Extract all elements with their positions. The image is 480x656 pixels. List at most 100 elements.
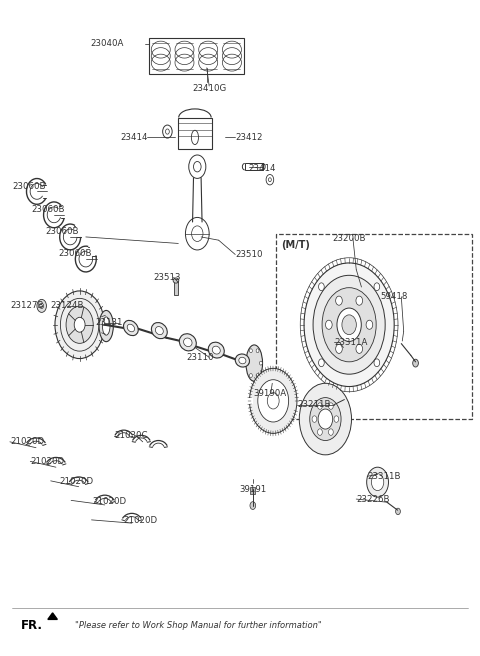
Circle shape [66, 306, 93, 343]
Circle shape [367, 467, 388, 497]
Circle shape [312, 416, 317, 422]
Circle shape [250, 373, 252, 377]
Circle shape [318, 429, 322, 436]
Text: 23211B: 23211B [297, 400, 330, 409]
Circle shape [304, 263, 394, 386]
Text: 21020D: 21020D [124, 516, 158, 525]
Ellipse shape [156, 327, 163, 335]
Text: FR.: FR. [21, 619, 43, 632]
Circle shape [185, 217, 209, 250]
Text: 21030C: 21030C [114, 431, 148, 440]
Text: 21020D: 21020D [60, 477, 94, 486]
Circle shape [55, 291, 104, 359]
Polygon shape [48, 613, 57, 619]
Text: 23226B: 23226B [356, 495, 390, 504]
Circle shape [193, 161, 201, 172]
Ellipse shape [102, 317, 110, 335]
Circle shape [336, 344, 342, 354]
Ellipse shape [246, 345, 263, 381]
Text: 39191: 39191 [239, 485, 266, 494]
Text: 39190A: 39190A [253, 388, 287, 398]
Circle shape [260, 361, 262, 365]
Text: 23510: 23510 [235, 250, 263, 259]
Ellipse shape [239, 358, 246, 364]
Circle shape [318, 403, 322, 409]
Bar [178, 117, 212, 149]
Text: 59418: 59418 [380, 293, 408, 301]
Text: 23200B: 23200B [333, 234, 366, 243]
Text: "Please refer to Work Shop Manual for further information": "Please refer to Work Shop Manual for fu… [75, 621, 322, 630]
Circle shape [336, 296, 342, 305]
Circle shape [328, 403, 333, 409]
Text: 23311B: 23311B [367, 472, 401, 481]
Text: 23127B: 23127B [10, 301, 43, 310]
Bar [251, 487, 255, 494]
Text: 23124B: 23124B [50, 301, 84, 310]
Text: 23110: 23110 [186, 353, 214, 361]
Text: 23311A: 23311A [334, 338, 367, 347]
Circle shape [250, 349, 252, 353]
Circle shape [374, 283, 380, 291]
Circle shape [322, 288, 376, 362]
Text: 23060B: 23060B [31, 205, 65, 214]
Text: 23414: 23414 [120, 133, 147, 142]
Ellipse shape [208, 342, 224, 358]
Circle shape [313, 276, 385, 374]
Circle shape [356, 296, 362, 305]
Circle shape [37, 299, 47, 312]
Text: 23410G: 23410G [192, 84, 226, 93]
Ellipse shape [180, 334, 196, 351]
Circle shape [166, 129, 169, 134]
Ellipse shape [183, 338, 192, 346]
Bar [245, 163, 263, 170]
Circle shape [318, 409, 333, 429]
Text: 21020D: 21020D [92, 497, 126, 506]
Circle shape [258, 380, 288, 422]
Circle shape [266, 174, 274, 185]
Circle shape [246, 361, 249, 365]
Text: 23060B: 23060B [12, 182, 46, 191]
Ellipse shape [173, 278, 179, 283]
Circle shape [189, 155, 206, 178]
Circle shape [310, 398, 341, 441]
Text: 23131: 23131 [96, 318, 123, 327]
Text: 23513: 23513 [154, 273, 181, 282]
Text: 23412: 23412 [235, 133, 263, 142]
Bar [276, 234, 472, 419]
Circle shape [319, 359, 324, 367]
Circle shape [356, 344, 362, 354]
Ellipse shape [235, 354, 250, 367]
Circle shape [268, 178, 271, 182]
Circle shape [267, 393, 279, 409]
Circle shape [413, 359, 419, 367]
Circle shape [337, 308, 361, 341]
Circle shape [74, 318, 85, 332]
Text: 23040A: 23040A [90, 39, 124, 49]
Bar [149, 38, 244, 74]
Ellipse shape [192, 131, 199, 144]
Text: 23414: 23414 [249, 164, 276, 173]
Ellipse shape [127, 324, 134, 332]
Circle shape [325, 320, 332, 329]
Ellipse shape [151, 323, 167, 338]
Circle shape [342, 315, 356, 335]
Circle shape [366, 320, 373, 329]
Circle shape [374, 359, 380, 367]
Text: 23060B: 23060B [46, 227, 79, 236]
Circle shape [250, 368, 297, 434]
Bar [174, 281, 178, 295]
Circle shape [192, 226, 203, 241]
Circle shape [300, 383, 351, 455]
Circle shape [256, 373, 259, 377]
Text: 21020D: 21020D [30, 457, 64, 466]
Text: 23060B: 23060B [59, 249, 92, 258]
Ellipse shape [99, 310, 113, 342]
Circle shape [40, 303, 44, 308]
Ellipse shape [212, 346, 220, 354]
Circle shape [250, 502, 256, 510]
Circle shape [372, 474, 384, 491]
Circle shape [334, 416, 339, 422]
Circle shape [256, 349, 259, 353]
Circle shape [328, 429, 333, 436]
Text: (M/T): (M/T) [281, 240, 310, 250]
